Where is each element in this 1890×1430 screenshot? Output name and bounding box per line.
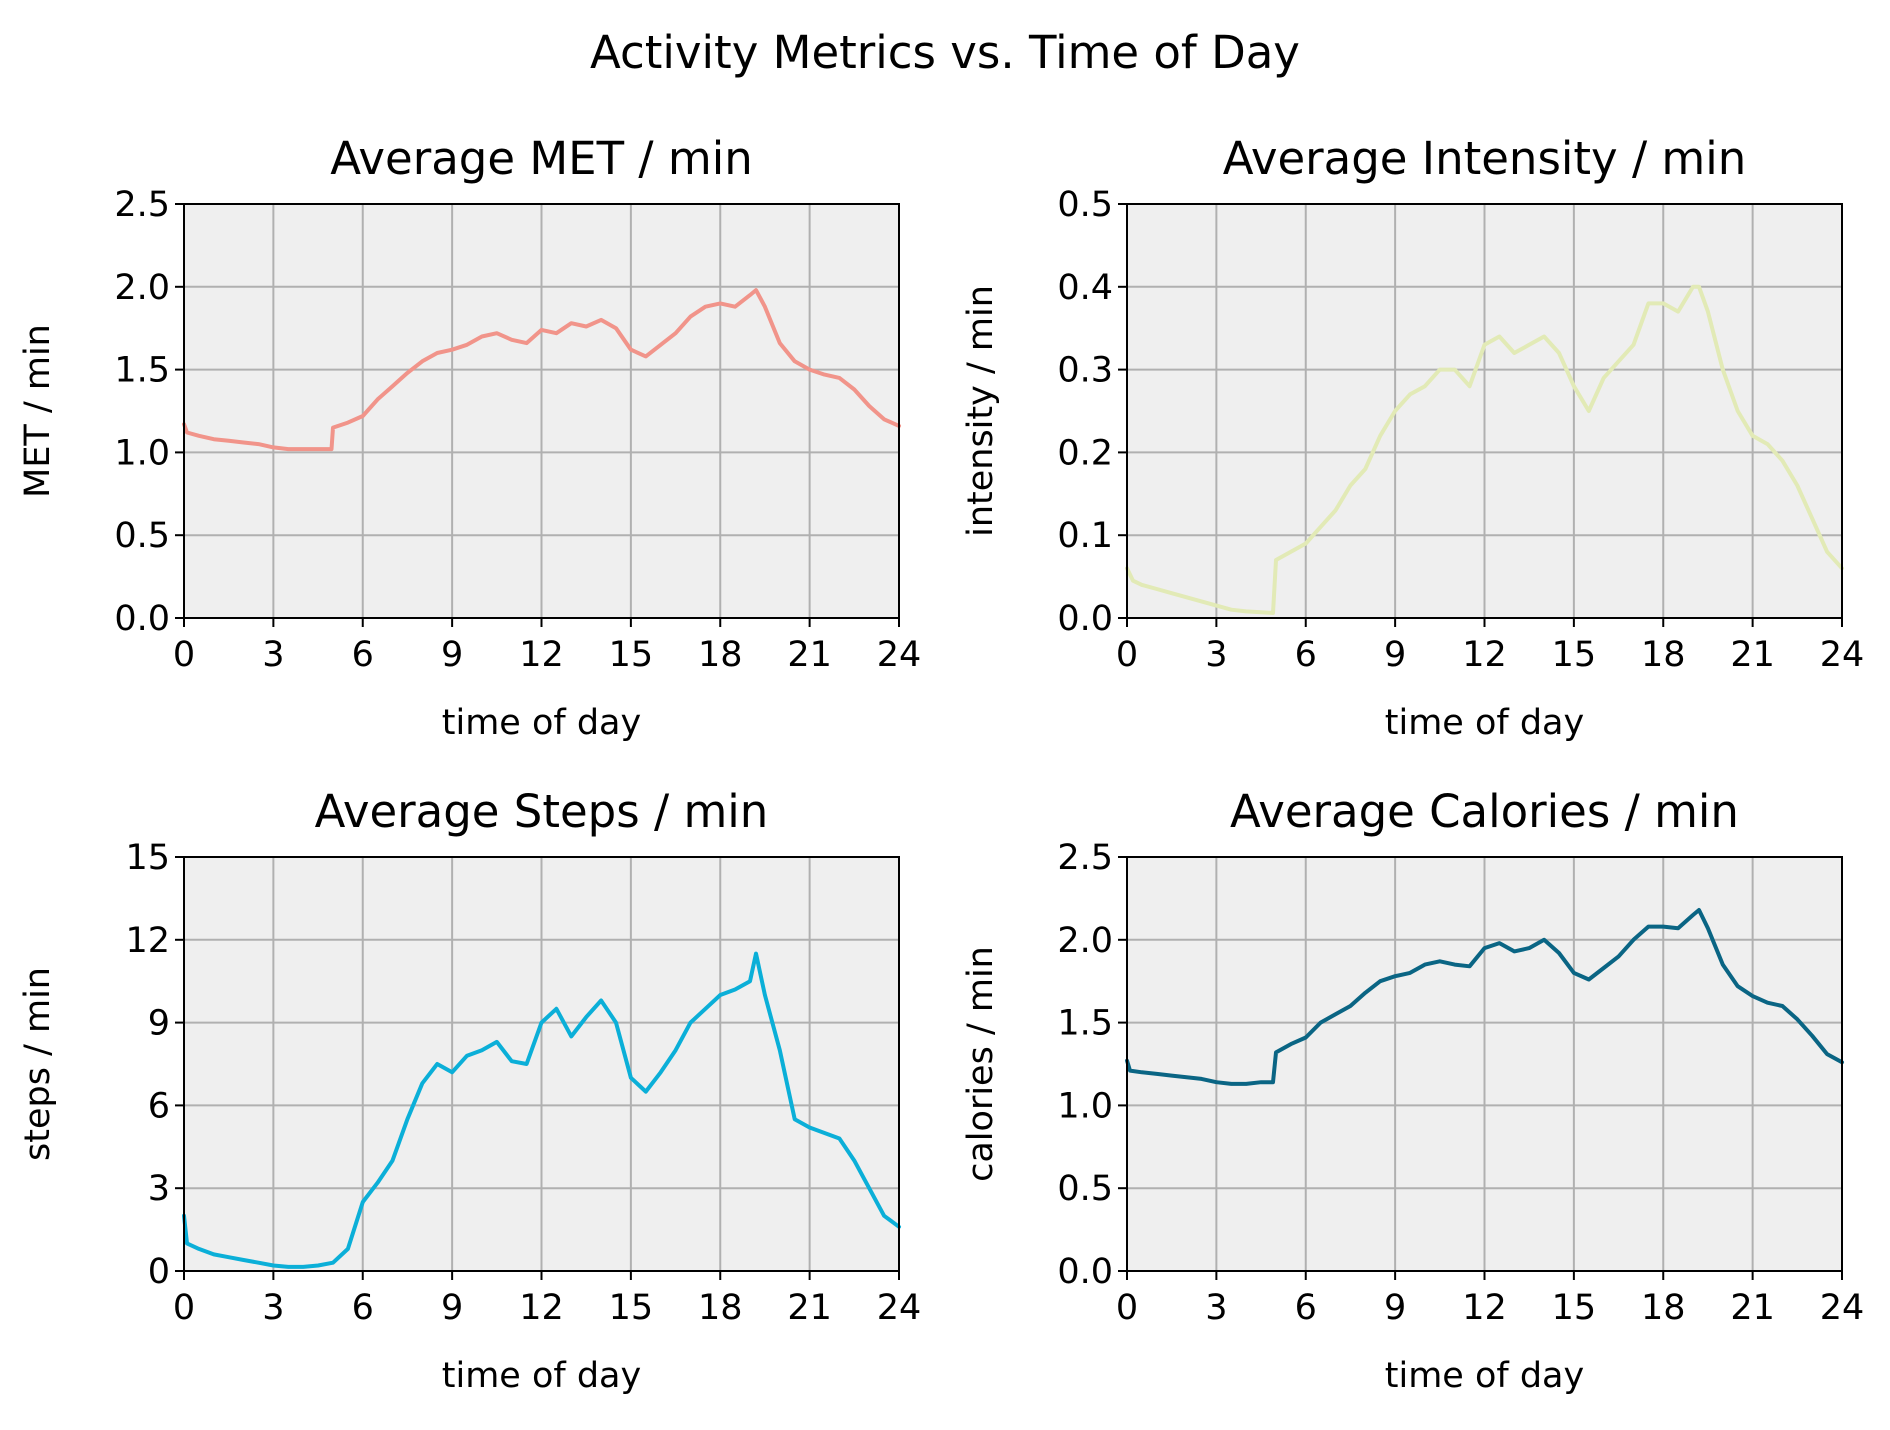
x-tick-label: 9 <box>441 635 463 675</box>
y-tick-label: 0.0 <box>1057 1252 1113 1292</box>
x-tick-label: 18 <box>698 635 743 675</box>
y-axis-label: steps / min <box>18 967 58 1161</box>
panel-average-steps-min: 0 3 6 9 12 15 18 21 24 0 3 6 9 12 15 Average Steps / mi… <box>18 785 921 1396</box>
x-tick-label: 0 <box>1116 635 1138 675</box>
axes-frame <box>1126 203 1843 619</box>
x-tick-label: 15 <box>609 635 654 675</box>
chart-title: Average Calories / min <box>1230 785 1739 838</box>
y-tick-label: 2.0 <box>114 268 170 308</box>
y-axis-label: calories / min <box>961 946 1001 1182</box>
x-tick-label: 21 <box>1730 635 1775 675</box>
x-tick-label: 3 <box>1205 1288 1227 1328</box>
y-axis-label: intensity / min <box>961 285 1001 537</box>
x-tick-label: 24 <box>1820 1288 1865 1328</box>
y-tick-label: 2.5 <box>1057 838 1113 878</box>
axes-frame <box>183 203 900 619</box>
x-tick-label: 12 <box>519 1288 564 1328</box>
y-tick-label: 0.1 <box>1057 516 1113 556</box>
series-line-average-intensity-min <box>1125 284 1844 615</box>
x-tick-label: 24 <box>1820 635 1865 675</box>
x-tick-label: 6 <box>1295 635 1317 675</box>
x-tick-label: 9 <box>1384 635 1406 675</box>
y-tick-label: 9 <box>148 1004 170 1044</box>
x-tick-label: 24 <box>877 1288 922 1328</box>
x-tick-label: 18 <box>1641 635 1686 675</box>
y-tick-label: 6 <box>148 1086 170 1126</box>
y-tick-label: 2.5 <box>114 185 170 225</box>
x-tick-label: 18 <box>1641 1288 1686 1328</box>
y-tick-label: 15 <box>125 838 170 878</box>
y-tick-label: 3 <box>148 1169 170 1209</box>
x-tick-label: 24 <box>877 635 922 675</box>
x-tick-label: 6 <box>1295 1288 1317 1328</box>
chart-title: Average Intensity / min <box>1223 132 1747 185</box>
y-tick-label: 0.3 <box>1057 351 1113 391</box>
y-axis-label: MET / min <box>18 324 58 498</box>
x-tick-label: 15 <box>609 1288 654 1328</box>
y-tick-label: 0.0 <box>114 599 170 639</box>
x-tick-label: 15 <box>1552 1288 1597 1328</box>
x-tick-label: 0 <box>173 1288 195 1328</box>
figure-title: Activity Metrics vs. Time of Day <box>590 26 1300 79</box>
axes-frame <box>1126 856 1843 1272</box>
x-tick-label: 21 <box>787 635 832 675</box>
x-tick-label: 0 <box>1116 1288 1138 1328</box>
x-axis-label: time of day <box>1385 703 1584 743</box>
y-tick-label: 12 <box>125 921 170 961</box>
y-tick-label: 0.0 <box>1057 599 1113 639</box>
x-tick-label: 18 <box>698 1288 743 1328</box>
x-tick-label: 0 <box>173 635 195 675</box>
x-axis-label: time of day <box>442 1356 641 1396</box>
y-tick-label: 0.5 <box>1057 1169 1113 1209</box>
panel-average-intensity-min: 0 3 6 9 12 15 18 21 24 0.0 0.1 0.2 0.3 0.4 0.5 Average … <box>961 132 1864 743</box>
panel-average-calories-min: 0 3 6 9 12 15 18 21 24 0.0 0.5 1.0 1.5 2.0 2.5 Average … <box>961 785 1864 1396</box>
x-axis-label: time of day <box>1385 1356 1584 1396</box>
x-tick-label: 6 <box>352 635 374 675</box>
y-tick-label: 0 <box>148 1252 170 1292</box>
x-tick-label: 12 <box>1462 1288 1507 1328</box>
y-tick-label: 2.0 <box>1057 921 1113 961</box>
y-tick-label: 1.5 <box>1057 1004 1113 1044</box>
series-line-average-met-min <box>182 288 901 452</box>
x-tick-label: 3 <box>1205 635 1227 675</box>
x-tick-label: 6 <box>352 1288 374 1328</box>
y-tick-label: 0.4 <box>1057 268 1113 308</box>
y-tick-label: 0.5 <box>1057 185 1113 225</box>
chart-title: Average MET / min <box>330 132 752 185</box>
x-tick-label: 15 <box>1552 635 1597 675</box>
x-tick-label: 21 <box>1730 1288 1775 1328</box>
x-tick-label: 9 <box>441 1288 463 1328</box>
x-axis-label: time of day <box>442 703 641 743</box>
chart-title: Average Steps / min <box>315 785 769 838</box>
series-line-average-steps-min <box>182 951 901 1269</box>
y-tick-label: 1.5 <box>114 351 170 391</box>
x-tick-label: 3 <box>262 1288 284 1328</box>
axes-frame <box>183 856 900 1272</box>
y-tick-label: 1.0 <box>114 433 170 473</box>
y-tick-label: 1.0 <box>1057 1086 1113 1126</box>
panel-average-met-min: 0 3 6 9 12 15 18 21 24 0.0 0.5 1.0 1.5 2.0 2.5 Average … <box>18 132 921 743</box>
series-line-average-calories-min <box>1125 908 1844 1086</box>
y-tick-label: 0.2 <box>1057 433 1113 473</box>
x-tick-label: 12 <box>519 635 564 675</box>
x-tick-label: 12 <box>1462 635 1507 675</box>
x-tick-label: 21 <box>787 1288 832 1328</box>
y-tick-label: 0.5 <box>114 516 170 556</box>
x-tick-label: 9 <box>1384 1288 1406 1328</box>
x-tick-label: 3 <box>262 635 284 675</box>
